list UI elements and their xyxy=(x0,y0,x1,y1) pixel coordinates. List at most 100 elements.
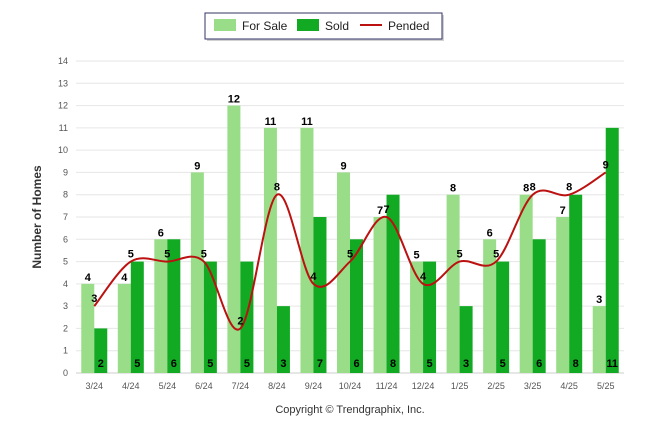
y-tick-label: 3 xyxy=(63,301,68,311)
for-sale-bar xyxy=(556,217,570,373)
for-sale-value-label: 4 xyxy=(85,272,92,284)
x-tick-label: 5/24 xyxy=(159,381,177,391)
for-sale-value-label: 11 xyxy=(301,116,313,128)
pended-value-label: 5 xyxy=(347,249,353,261)
sold-value-label: 5 xyxy=(134,358,140,370)
pended-value-label: 5 xyxy=(164,249,170,261)
for-sale-bar xyxy=(446,194,460,373)
sold-value-label: 11 xyxy=(606,358,618,370)
pended-value-label: 3 xyxy=(91,293,97,305)
x-tick-label: 3/25 xyxy=(524,381,542,391)
y-tick-label: 8 xyxy=(63,190,68,200)
pended-line xyxy=(93,171,607,331)
y-tick-label: 6 xyxy=(63,234,68,244)
y-tick-label: 4 xyxy=(63,279,68,289)
sold-bar xyxy=(423,261,437,373)
sold-value-label: 7 xyxy=(317,358,323,370)
x-tick-label: 3/24 xyxy=(86,381,104,391)
x-tick-label: 4/24 xyxy=(122,381,140,391)
x-axis-ticks: 3/24 4/24 5/24 6/24 7/24 8/24 9/24 10/24 11/24 12… xyxy=(86,381,615,391)
pended-value-label: 7 xyxy=(383,204,389,216)
y-axis-title: Number of Homes xyxy=(30,165,44,269)
sold-bar xyxy=(350,239,363,373)
sold-bar xyxy=(569,194,583,373)
for-sale-value-label: 7 xyxy=(560,205,566,217)
sold-bar xyxy=(94,328,108,373)
for-sale-value-label: 7 xyxy=(377,205,383,217)
sold-bar xyxy=(386,194,400,373)
sold-bar xyxy=(130,261,144,373)
for-sale-value-label: 5 xyxy=(414,250,420,262)
legend-label-for-sale: For Sale xyxy=(242,19,288,33)
for-sale-value-label: 9 xyxy=(340,160,346,172)
for-sale-bar xyxy=(410,261,424,373)
sold-value-label: 2 xyxy=(98,358,104,370)
y-tick-label: 10 xyxy=(58,145,68,155)
y-tick-label: 11 xyxy=(59,123,68,133)
sold-value-label: 5 xyxy=(207,358,213,370)
legend-swatch-sold xyxy=(297,19,319,31)
x-tick-label: 10/24 xyxy=(339,381,362,391)
for-sale-value-label: 6 xyxy=(158,227,164,239)
pended-value-label: 5 xyxy=(128,249,134,261)
x-tick-label: 2/25 xyxy=(487,381,505,391)
y-tick-label: 13 xyxy=(58,78,68,88)
sold-value-label: 6 xyxy=(353,358,359,370)
pended-value-label: 2 xyxy=(237,315,243,327)
pended-value-label: 8 xyxy=(566,182,572,194)
sold-bar xyxy=(532,239,546,373)
for-sale-value-label: 12 xyxy=(228,94,240,106)
x-tick-label: 11/24 xyxy=(376,381,398,391)
y-tick-label: 0 xyxy=(63,368,68,378)
y-tick-label: 9 xyxy=(63,167,68,177)
copyright-text: Copyright © Trendgraphix, Inc. xyxy=(275,404,424,416)
y-tick-label: 14 xyxy=(58,56,68,66)
pended-value-label: 4 xyxy=(420,271,427,283)
for-sale-value-label: 11 xyxy=(265,116,277,128)
legend-label-pended: Pended xyxy=(388,19,429,33)
sold-bar xyxy=(313,217,327,373)
for-sale-bar xyxy=(483,239,497,373)
legend: For Sale Sold Pended xyxy=(204,12,444,41)
x-tick-label: 6/24 xyxy=(195,381,213,391)
y-tick-label: 2 xyxy=(63,323,68,333)
for-sale-bar xyxy=(263,127,277,373)
pended-value-label: 5 xyxy=(493,249,499,261)
x-tick-label: 12/24 xyxy=(412,381,435,391)
legend-swatch-for-sale xyxy=(214,19,236,31)
sold-value-label: 8 xyxy=(573,358,579,370)
x-tick-label: 8/24 xyxy=(268,381,286,391)
sold-value-label: 5 xyxy=(500,358,506,370)
pended-line-layer xyxy=(93,171,607,331)
sold-value-label: 6 xyxy=(536,358,542,370)
for-sale-bar xyxy=(117,283,131,373)
sold-bar xyxy=(459,306,473,373)
for-sale-value-label: 8 xyxy=(523,183,529,195)
for-sale-bar xyxy=(190,172,204,373)
y-tick-label: 5 xyxy=(63,257,68,267)
legend-label-sold: Sold xyxy=(325,19,349,33)
for-sale-bar xyxy=(592,306,606,373)
sold-bar xyxy=(240,261,254,373)
for-sale-bar xyxy=(227,105,241,374)
y-tick-label: 7 xyxy=(63,212,68,222)
for-sale-bar xyxy=(300,127,314,373)
pended-value-label: 9 xyxy=(603,159,609,171)
for-sale-value-label: 6 xyxy=(487,227,493,239)
for-sale-bar xyxy=(373,217,387,373)
sold-value-label: 3 xyxy=(280,358,286,370)
legend-box xyxy=(204,12,443,40)
for-sale-value-label: 9 xyxy=(194,160,200,172)
sold-bar xyxy=(276,306,290,373)
pended-value-label: 5 xyxy=(201,249,207,261)
x-tick-label: 4/25 xyxy=(560,381,578,391)
y-tick-label: 12 xyxy=(58,101,68,111)
for-sale-bar xyxy=(81,283,95,373)
y-tick-label: 1 xyxy=(63,346,68,356)
sold-value-label: 3 xyxy=(463,358,469,370)
sold-bar xyxy=(167,239,181,373)
for-sale-value-label: 3 xyxy=(596,294,602,306)
x-tick-label: 9/24 xyxy=(305,381,323,391)
